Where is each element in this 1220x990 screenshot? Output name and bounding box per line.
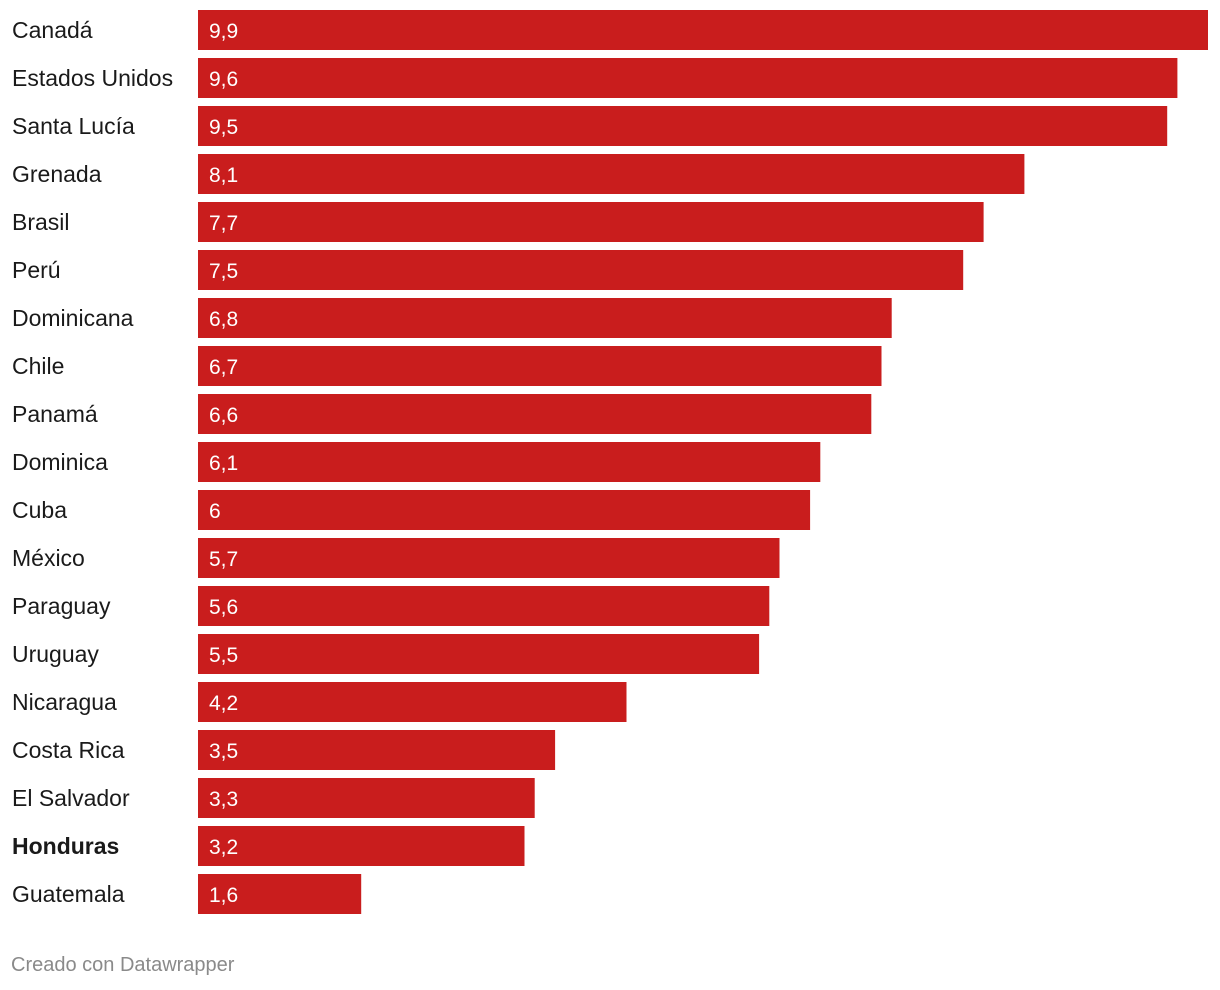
bar-row-dominicana: Dominicana 6,8 (12, 298, 892, 338)
value-label: 6,8 (209, 308, 238, 331)
bar-row-estados-unidos: Estados Unidos 9,6 (12, 58, 1178, 98)
footer-credit: Creado con Datawrapper (11, 954, 235, 976)
bar (198, 394, 872, 434)
bar-chart: Canadá 9,9 Estados Unidos 9,6 Santa Lucía 9,5… (12, 10, 1208, 914)
bar-row-uruguay: Uruguay 5,5 (12, 634, 760, 674)
bar (198, 874, 362, 914)
bar-row-guatemala: Guatemala 1,6 (12, 874, 362, 914)
chart-svg: Canadá 9,9 Estados Unidos 9,6 Santa Lucía 9,5… (12, 10, 1208, 914)
bar (198, 10, 1208, 50)
bar (198, 154, 1025, 194)
value-label: 3,5 (209, 740, 238, 763)
category-label: Honduras (12, 833, 119, 859)
bar (198, 250, 964, 290)
value-label: 9,6 (209, 68, 238, 91)
bar (198, 682, 627, 722)
value-label: 5,6 (209, 596, 238, 619)
category-label: Dominicana (12, 305, 134, 331)
value-label: 8,1 (209, 164, 238, 187)
value-label: 1,6 (209, 884, 238, 907)
bar (198, 538, 780, 578)
category-label: Brasil (12, 209, 70, 235)
category-label: Cuba (12, 497, 67, 523)
bar-row-brasil: Brasil 7,7 (12, 202, 984, 242)
value-label: 5,5 (209, 644, 238, 667)
value-label: 9,5 (209, 116, 238, 139)
value-label: 6,6 (209, 404, 238, 427)
bar (198, 58, 1178, 98)
category-label: Perú (12, 257, 61, 283)
category-label: Costa Rica (12, 737, 125, 763)
bar-row-dominica: Dominica 6,1 (12, 442, 821, 482)
category-label: Guatemala (12, 881, 125, 907)
value-label: 4,2 (209, 692, 238, 715)
category-label: Nicaragua (12, 689, 117, 715)
bar-row-chile: Chile 6,7 (12, 346, 882, 386)
category-label: Grenada (12, 161, 102, 187)
value-label: 6,7 (209, 356, 238, 379)
bar (198, 730, 556, 770)
bar-row-cuba: Cuba 6 (12, 490, 811, 530)
category-label: Chile (12, 353, 64, 379)
bar (198, 634, 760, 674)
bar-row-nicaragua: Nicaragua 4,2 (12, 682, 627, 722)
bar (198, 826, 525, 866)
bar-row-honduras: Honduras 3,2 (12, 826, 525, 866)
category-label: El Salvador (12, 785, 130, 811)
value-label: 3,2 (209, 836, 238, 859)
value-label: 6,1 (209, 452, 238, 475)
category-label: Paraguay (12, 593, 111, 619)
bar (198, 298, 892, 338)
bar-row-peru: Perú 7,5 (12, 250, 964, 290)
category-label: Dominica (12, 449, 108, 475)
category-label: Estados Unidos (12, 65, 173, 91)
bar (198, 202, 984, 242)
category-label: México (12, 545, 85, 571)
category-label: Canadá (12, 17, 93, 43)
bar (198, 106, 1168, 146)
category-label: Panamá (12, 401, 98, 427)
bar (198, 778, 535, 818)
bar-row-el-salvador: El Salvador 3,3 (12, 778, 535, 818)
bar-row-paraguay: Paraguay 5,6 (12, 586, 770, 626)
bar-row-santa-lucia: Santa Lucía 9,5 (12, 106, 1168, 146)
value-label: 6 (209, 500, 221, 523)
value-label: 7,5 (209, 260, 238, 283)
value-label: 7,7 (209, 212, 238, 235)
bar-row-canada: Canadá 9,9 (12, 10, 1208, 50)
bar (198, 586, 770, 626)
category-label: Santa Lucía (12, 113, 135, 139)
bar-row-panama: Panamá 6,6 (12, 394, 872, 434)
bar-row-costa-rica: Costa Rica 3,5 (12, 730, 556, 770)
value-label: 3,3 (209, 788, 238, 811)
value-label: 5,7 (209, 548, 238, 571)
value-label: 9,9 (209, 20, 238, 43)
bar (198, 490, 811, 530)
category-label: Uruguay (12, 641, 99, 667)
bar-row-grenada: Grenada 8,1 (12, 154, 1025, 194)
bar-row-mexico: México 5,7 (12, 538, 780, 578)
bar (198, 442, 821, 482)
bar (198, 346, 882, 386)
